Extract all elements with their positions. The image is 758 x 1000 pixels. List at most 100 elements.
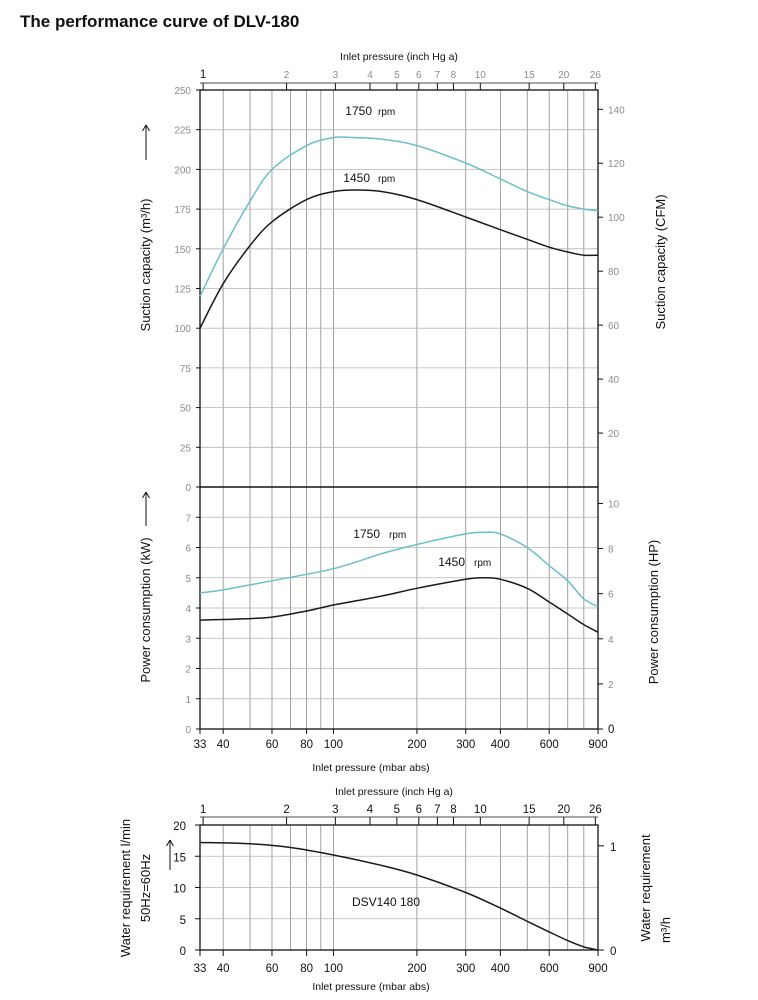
suction-ytick-label: 100: [174, 324, 191, 335]
bottom-tick-label: 33: [194, 739, 207, 751]
power-ytick-label: 1: [185, 695, 191, 706]
water-top-tick-label: 2: [283, 804, 289, 816]
top-tick-label: 6: [416, 70, 422, 81]
top-tick-label: 4: [367, 70, 373, 81]
water-top-tick-label: 1: [200, 804, 206, 816]
upper-frame: [199, 89, 599, 730]
top-tick-label: 20: [558, 70, 570, 81]
power-y2label: Power consumption (HP): [646, 540, 661, 685]
water-y2tick-label: 1: [610, 842, 616, 854]
power-y2tick-label: 10: [608, 499, 620, 510]
water-bottom-tick-label: 33: [194, 963, 207, 975]
water-bottom-axis-title: Inlet pressure (mbar abs): [312, 981, 429, 993]
water-ylabel-1: Water requirement l/min: [118, 819, 133, 957]
water-bottom-tick-label: 100: [324, 963, 343, 975]
suction-ytick-label: 25: [180, 443, 192, 454]
suction-y2tick-label: 40: [608, 375, 620, 386]
power-1450-rpm: rpm: [474, 558, 491, 569]
water-ylabel-2: 50Hz=60Hz: [138, 854, 153, 922]
power-y2tick-label: 2: [608, 680, 614, 691]
suction-line-1750: [199, 136, 599, 297]
suction-y2tick-label: 140: [608, 105, 625, 116]
suction-y2tick-label: 60: [608, 321, 620, 332]
water-bottom-tick-label: 60: [266, 963, 279, 975]
water-arrow-icon: [166, 839, 174, 870]
water-top-tick-label: 15: [523, 804, 536, 816]
suction-y2tick-label: 20: [608, 429, 620, 440]
power-1750-label: 1750: [353, 527, 380, 541]
top-tick-label: 8: [451, 70, 457, 81]
suction-ylabel: Suction capacity (m³/h): [138, 199, 153, 332]
power-line-1750: [199, 531, 599, 608]
water-y2label-1: Water requirement: [638, 834, 653, 942]
bottom-tick-label: 60: [266, 739, 279, 751]
suction-ytick-label: 250: [174, 86, 191, 97]
suction-ytick-label: 175: [174, 205, 191, 216]
water-top-tick-label: 7: [434, 804, 440, 816]
suction-ytick-label: 75: [180, 364, 192, 375]
suction-y2label: Suction capacity (CFM): [653, 194, 668, 329]
power-y2tick-label: 8: [608, 545, 614, 556]
bottom-tick-label: 100: [324, 739, 343, 751]
top-tick-label: 10: [475, 70, 487, 81]
water-ytick-label: 20: [173, 821, 186, 833]
suction-ytick-label: 150: [174, 245, 191, 256]
bottom-tick-label: 200: [407, 739, 426, 751]
bottom-tick-label: 400: [491, 739, 510, 751]
water-bottom-tick-label: 200: [407, 963, 426, 975]
power-ytick-label: 0: [185, 725, 191, 736]
water-top-tick-label: 10: [474, 804, 487, 816]
top-tick-label: 2: [284, 70, 290, 81]
water-top-tick-label: 26: [589, 804, 602, 816]
power-y2tick-label: 0: [608, 724, 614, 736]
suction-line-1450: [199, 189, 599, 329]
power-1450-label: 1450: [438, 555, 465, 569]
water-ytick-label: 15: [173, 852, 186, 864]
water-top-axis-title: Inlet pressure (inch Hg a): [335, 786, 453, 798]
power-ylabel: Power consumption (kW): [138, 537, 153, 682]
suction-1750-rpm: rpm: [378, 107, 395, 118]
power-ytick-label: 5: [185, 574, 191, 585]
power-y2tick-label: 4: [608, 635, 614, 646]
water-ytick-label: 10: [173, 884, 186, 896]
suction-y2tick-label: 80: [608, 267, 620, 278]
water-bottom-tick-label: 300: [456, 963, 475, 975]
top-tick-label: 15: [524, 70, 536, 81]
suction-ytick-label: 200: [174, 165, 191, 176]
water-top-tick-label: 20: [557, 804, 570, 816]
suction-1750-label: 1750: [345, 104, 372, 118]
top-tick-label: 26: [590, 70, 602, 81]
top-axis-title: Inlet pressure (inch Hg a): [340, 51, 458, 63]
power-1750-rpm: rpm: [389, 530, 406, 541]
bottom-tick-label: 900: [588, 739, 607, 751]
power-ytick-label: 2: [185, 665, 191, 676]
power-line-1450: [199, 577, 599, 633]
water-ytick-label: 0: [180, 946, 186, 958]
page-title: The performance curve of DLV-180: [20, 12, 300, 31]
power-arrow-icon: [142, 491, 150, 526]
power-ytick-label: 4: [185, 604, 191, 615]
water-annotation: DSV140 180: [352, 895, 420, 909]
suction-y2tick-label: 100: [608, 213, 625, 224]
bottom-tick-label: 40: [217, 739, 230, 751]
suction-arrow-icon: [142, 124, 150, 160]
power-ytick-label: 6: [185, 544, 191, 555]
water-bottom-tick-label: 900: [588, 963, 607, 975]
water-top-tick-label: 5: [394, 804, 400, 816]
water-top-tick-label: 8: [450, 804, 456, 816]
suction-ytick-label: 225: [174, 126, 191, 137]
water-bottom-tick-label: 80: [300, 963, 313, 975]
suction-ytick-label: 50: [180, 404, 192, 415]
water-bottom-tick-label: 40: [217, 963, 230, 975]
bottom-tick-label: 300: [456, 739, 475, 751]
top-tick-label: 3: [333, 70, 339, 81]
suction-1450-label: 1450: [343, 171, 370, 185]
bottom-tick-label: 80: [300, 739, 313, 751]
water-top-tick-label: 3: [332, 804, 338, 816]
water-y2tick-label: 0: [610, 946, 616, 958]
power-y2tick-label: 6: [608, 590, 614, 601]
water-ytick-label: 5: [180, 915, 186, 927]
power-ytick-label: 3: [185, 634, 191, 645]
power-ytick-label: 7: [185, 513, 191, 524]
